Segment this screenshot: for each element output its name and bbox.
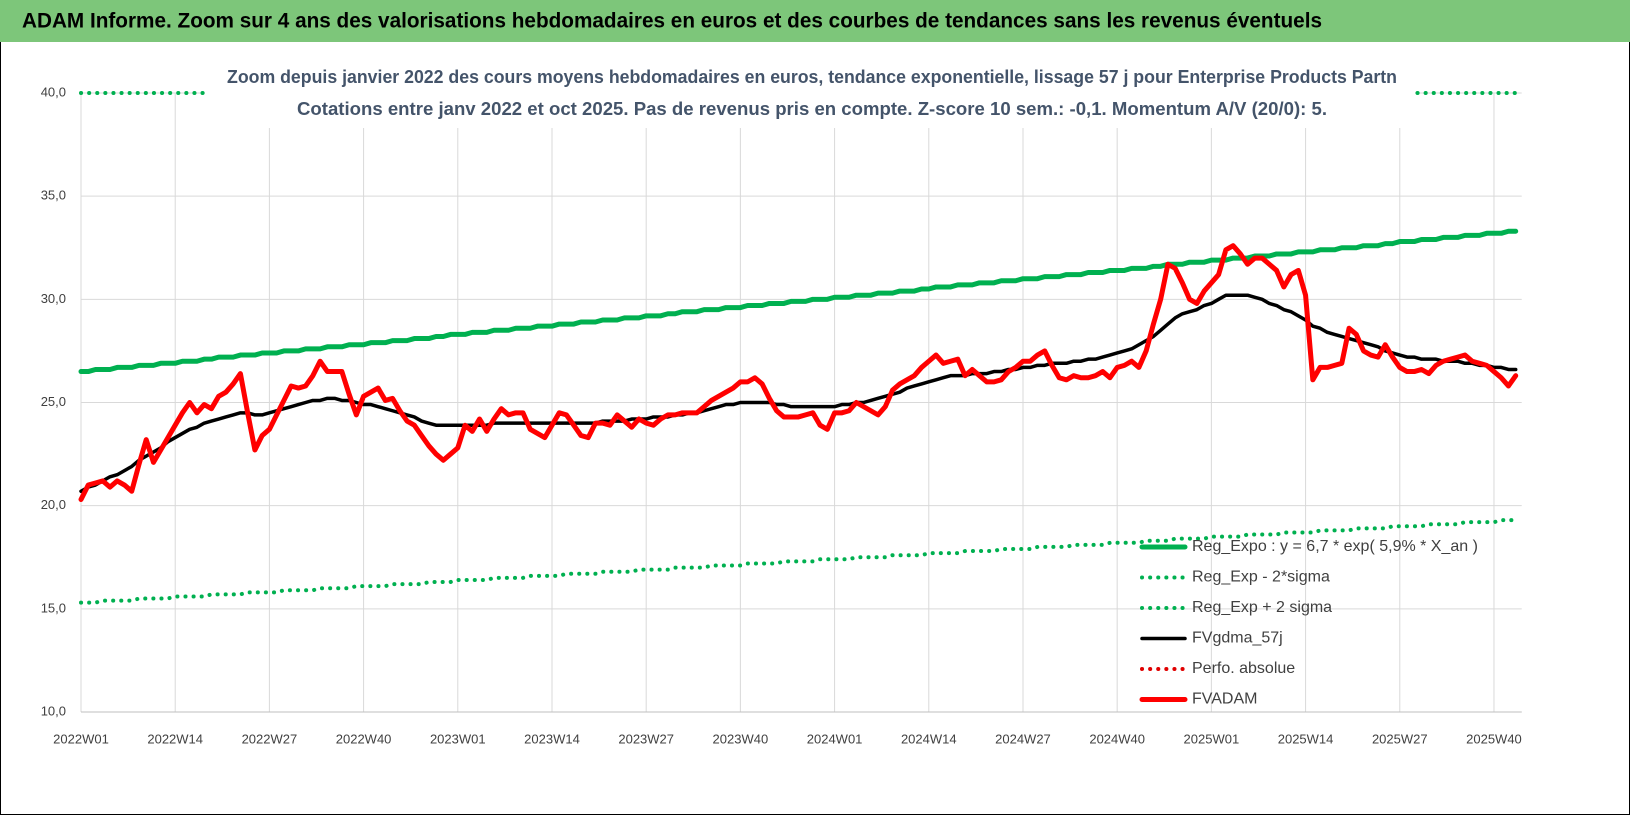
x-tick-label: 2022W01 [53,731,109,746]
x-tick-label: 2025W01 [1184,731,1240,746]
x-tick-label: 2024W27 [995,731,1051,746]
legend-label: Reg_Expo : y = 6,7 * exp( 5,9% * X_an ) [1192,538,1478,555]
x-tick-label: 2023W27 [618,731,674,746]
plot-area: 10,0 15,0 20,0 25,0 30,0 35,0 40,0 2022W01 2022W… [41,84,1522,746]
x-tick-label: 2022W27 [242,731,298,746]
y-tick-label: 40,0 [41,84,66,99]
y-tick-label: 35,0 [41,188,66,203]
x-tick-label: 2024W40 [1089,731,1145,746]
series-line [78,243,1519,502]
x-tick-label: 2025W14 [1278,731,1334,746]
y-tick-label: 15,0 [41,600,66,615]
x-tick-label: 2023W01 [430,731,486,746]
y-tick-label: 25,0 [41,394,66,409]
x-tick-label: 2025W40 [1466,731,1522,746]
x-tick-label: 2024W01 [807,731,863,746]
x-tick-label: 2023W40 [713,731,769,746]
y-tick-label: 20,0 [41,497,66,512]
x-tick-label: 2022W40 [336,731,392,746]
legend-label: Reg_Exp + 2 sigma [1192,599,1332,616]
x-tick-label: 2022W14 [147,731,203,746]
y-tick-label: 10,0 [41,703,66,718]
chart-title: Zoom depuis janvier 2022 des cours moyen… [227,67,1397,87]
x-tick-label: 2025W27 [1372,731,1428,746]
series-line [78,228,1519,375]
legend-label: FVgdma_57j [1192,630,1283,647]
x-tick-label: 2024W14 [901,731,957,746]
chart-subtitle: Cotations entre janv 2022 et oct 2025. P… [297,99,1327,119]
series-line [79,293,1518,493]
legend-label: Reg_Exp - 2*sigma [1192,569,1330,586]
header-bar [0,0,1630,42]
legend-label: FVADAM [1192,691,1257,708]
series-line [79,518,1518,605]
header-title: ADAM Informe. Zoom sur 4 ans des valoris… [22,10,1322,33]
title-box [205,60,1415,128]
legend: Reg_Expo : y = 6,7 * exp( 5,9% * X_an ) R… [1139,538,1478,708]
x-tick-label: 2023W14 [524,731,580,746]
y-tick-label: 30,0 [41,291,66,306]
legend-label: Perfo. absolue [1192,660,1295,677]
